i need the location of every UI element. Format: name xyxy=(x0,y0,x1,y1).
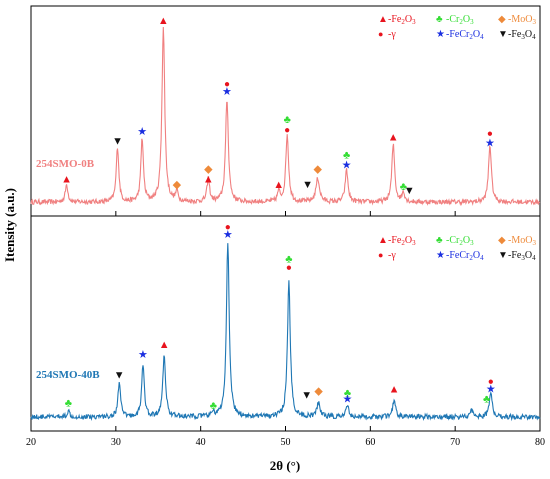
x-tick-label: 40 xyxy=(196,437,206,448)
fe3o4-legend-symbol: ▼ xyxy=(498,250,508,261)
sample-label-bottom: 254SMO-40B xyxy=(36,369,100,381)
fe2o3-legend-symbol: ▲ xyxy=(378,14,388,25)
cr2o3-legend-symbol: ♣ xyxy=(436,235,443,246)
fe2o3-marker: ▲ xyxy=(159,339,170,351)
legend-item-moo3: ◆ -MoO3 xyxy=(498,235,536,247)
legend-top: ▲ -Fe2O3 ♣ -Cr2O3 ◆ -MoO3 ● -γ ★ -FeCr2O4 ▼ -Fe3O4 xyxy=(378,14,536,41)
fe3o4-marker: ▼ xyxy=(302,179,313,191)
x-tick-label: 50 xyxy=(281,437,291,448)
y-axis-label: Itensity (a.u.) xyxy=(2,188,17,262)
fe2o3-legend-label: -Fe2O3 xyxy=(388,14,416,26)
sample-label-top: 254SMO-0B xyxy=(36,158,95,170)
fe2o3-marker: ▲ xyxy=(61,173,72,185)
gamma-marker: ● xyxy=(487,129,493,140)
x-tick-label: 80 xyxy=(535,437,545,448)
gamma-marker: ● xyxy=(224,79,230,90)
fe2o3-marker: ▲ xyxy=(389,384,400,396)
fe2o3-legend-label: -Fe2O3 xyxy=(388,235,416,247)
x-tick-label: 70 xyxy=(450,437,460,448)
legend-item-fe3o4: ▼ -Fe3O4 xyxy=(498,29,536,41)
cr2o3-marker: ♣ xyxy=(400,181,407,193)
xrd-pattern-bottom xyxy=(30,243,541,422)
fe3o4-marker: ▼ xyxy=(112,136,123,148)
cr2o3-legend-symbol: ♣ xyxy=(436,14,443,25)
legend-item-fe3o4: ▼ -Fe3O4 xyxy=(498,250,536,262)
legend-item-moo3: ◆ -MoO3 xyxy=(498,14,536,26)
fe2o3-marker: ▲ xyxy=(273,179,284,191)
cr2o3-legend-label: -Cr2O3 xyxy=(446,235,474,247)
fecr2o4-marker: ★ xyxy=(485,138,495,150)
fecr2o4-legend-label: -FeCr2O4 xyxy=(446,250,484,262)
gamma-legend-symbol: ● xyxy=(378,29,383,39)
fecr2o4-marker: ★ xyxy=(137,126,147,138)
fecr2o4-marker: ★ xyxy=(342,394,352,406)
x-tick-label: 20 xyxy=(26,437,36,448)
legend-item-gamma: ● -γ xyxy=(378,29,396,40)
fe2o3-marker: ▲ xyxy=(203,173,214,185)
fe3o4-marker: ▼ xyxy=(301,390,312,402)
fecr2o4-marker: ★ xyxy=(138,349,148,361)
x-tick-label: 30 xyxy=(111,437,121,448)
moo3-legend-label: -MoO3 xyxy=(508,14,536,26)
gamma-legend-label: -γ xyxy=(388,29,396,40)
cr2o3-marker: ♣ xyxy=(210,400,217,412)
legend-item-fe2o3: ▲ -Fe2O3 xyxy=(378,14,416,26)
moo3-marker: ◆ xyxy=(173,179,182,191)
cr2o3-marker: ♣ xyxy=(284,114,291,126)
fecr2o4-marker: ★ xyxy=(486,384,496,396)
moo3-legend-symbol: ◆ xyxy=(498,14,506,25)
cr2o3-marker: ♣ xyxy=(65,398,72,410)
legend-item-fecr2o4: ★ -FeCr2O4 xyxy=(436,250,484,262)
fe2o3-legend-symbol: ▲ xyxy=(378,235,388,246)
fecr2o4-marker: ★ xyxy=(342,159,352,171)
legend-item-cr2o3: ♣ -Cr2O3 xyxy=(436,14,474,26)
legend-item-gamma: ● -γ xyxy=(378,250,396,261)
gamma-legend-label: -γ xyxy=(388,250,396,261)
legend-item-cr2o3: ♣ -Cr2O3 xyxy=(436,235,474,247)
moo3-legend-label: -MoO3 xyxy=(508,235,536,247)
fe3o4-marker: ▼ xyxy=(114,369,125,381)
cr2o3-marker: ♣ xyxy=(344,388,351,400)
fecr2o4-legend-symbol: ★ xyxy=(436,29,445,40)
cr2o3-marker: ♣ xyxy=(483,394,490,406)
gamma-marker: ● xyxy=(284,125,290,136)
fe2o3-marker: ▲ xyxy=(388,132,399,144)
fe2o3-marker: ▲ xyxy=(158,15,169,27)
fecr2o4-legend-symbol: ★ xyxy=(436,250,445,261)
fecr2o4-marker: ★ xyxy=(223,229,233,241)
cr2o3-legend-label: -Cr2O3 xyxy=(446,14,474,26)
fecr2o4-legend-label: -FeCr2O4 xyxy=(446,29,484,41)
cr2o3-marker: ♣ xyxy=(343,150,350,162)
cr2o3-marker: ♣ xyxy=(285,254,292,266)
legend-item-fecr2o4: ★ -FeCr2O4 xyxy=(436,29,484,41)
legend-bottom: ▲ -Fe2O3 ♣ -Cr2O3 ◆ -MoO3 ● -γ ★ -FeCr2O4 ▼ -Fe3O4 xyxy=(378,235,536,262)
fe3o4-legend-label: -Fe3O4 xyxy=(508,250,536,262)
plot-frame xyxy=(30,5,541,432)
xrd-pattern-top xyxy=(30,26,541,207)
fe3o4-marker: ▼ xyxy=(404,185,415,197)
gamma-legend-symbol: ● xyxy=(378,250,383,260)
gamma-marker: ● xyxy=(488,376,494,387)
moo3-legend-symbol: ◆ xyxy=(498,235,506,246)
x-axis-label: 2θ (°) xyxy=(270,458,300,473)
fecr2o4-marker: ★ xyxy=(222,86,232,98)
gamma-marker: ● xyxy=(225,222,231,233)
legend-item-fe2o3: ▲ -Fe2O3 xyxy=(378,235,416,247)
gamma-marker: ● xyxy=(286,263,292,274)
moo3-marker: ◆ xyxy=(204,163,213,175)
moo3-marker: ◆ xyxy=(314,386,323,398)
fe3o4-legend-label: -Fe3O4 xyxy=(508,29,536,41)
x-tick-label: 60 xyxy=(365,437,375,448)
fe3o4-legend-symbol: ▼ xyxy=(498,29,508,40)
moo3-marker: ◆ xyxy=(314,163,323,175)
